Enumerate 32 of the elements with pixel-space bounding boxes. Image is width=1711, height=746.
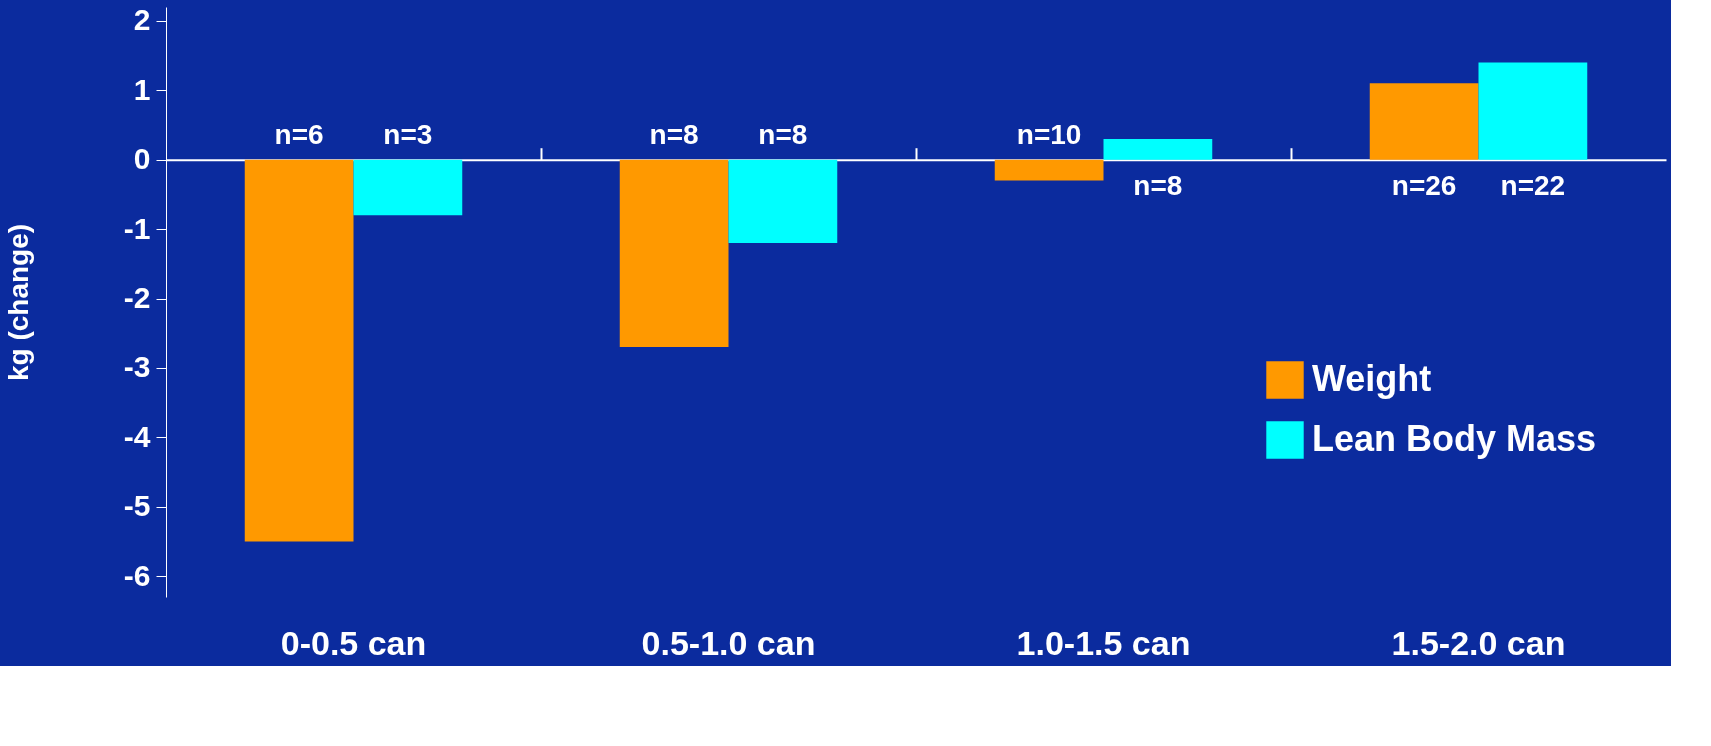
y-tick-label: -6 <box>123 558 151 592</box>
y-tick-label: -4 <box>123 419 151 453</box>
y-tick-label: 0 <box>133 142 151 176</box>
bar <box>994 159 1104 181</box>
legend-label: Lean Body Mass <box>1312 418 1597 459</box>
y-tick-label: -2 <box>123 281 151 315</box>
annotation: n=10 <box>1016 119 1082 151</box>
annotation: n=6 <box>274 119 324 151</box>
bar <box>244 159 354 542</box>
annotation: n=8 <box>649 119 699 151</box>
y-tick-label: -1 <box>123 211 151 245</box>
x-tick-label: 1.5-2.0 can <box>1391 623 1566 662</box>
bar <box>353 159 463 216</box>
bar <box>1478 62 1588 160</box>
y-tick-label: -5 <box>123 489 151 523</box>
x-tick-label: 0-0.5 can <box>280 623 427 662</box>
legend-label: Weight <box>1312 358 1432 399</box>
annotation: n=8 <box>1133 170 1183 202</box>
y-axis-title: kg (change) <box>2 223 34 382</box>
annotation: n=8 <box>758 119 808 151</box>
y-tick-label: -3 <box>123 350 151 384</box>
annotation: n=22 <box>1500 170 1566 202</box>
bar <box>1103 138 1213 160</box>
y-tick-label: 1 <box>133 72 151 106</box>
bar <box>728 159 838 243</box>
annotation: n=26 <box>1391 170 1457 202</box>
x-tick-label: 0.5-1.0 can <box>641 623 816 662</box>
annotation: n=3 <box>383 119 433 151</box>
bar <box>1369 83 1479 160</box>
y-tick-label: 2 <box>133 3 151 37</box>
x-tick-label: 1.0-1.5 can <box>1016 623 1191 662</box>
bar <box>619 159 729 348</box>
